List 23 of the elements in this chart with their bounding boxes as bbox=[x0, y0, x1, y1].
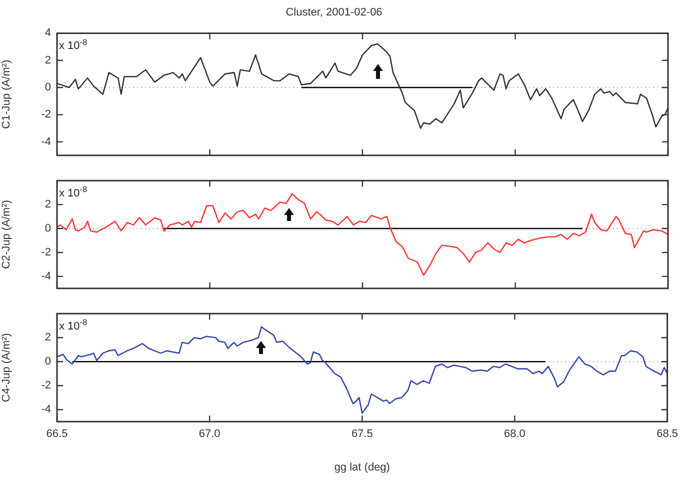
y-tick-label: 0 bbox=[44, 356, 51, 368]
y-tick-label: -2 bbox=[41, 108, 51, 121]
x-tick-label: 68.5 bbox=[656, 428, 678, 440]
y-tick-label: 2 bbox=[44, 198, 51, 211]
y-tick-label: -4 bbox=[41, 404, 51, 416]
y-tick-label: -4 bbox=[41, 136, 51, 148]
x-tick-label: 68.0 bbox=[504, 428, 526, 440]
x-tick-label: 67.5 bbox=[351, 428, 373, 440]
y-tick-label: 4 bbox=[44, 27, 51, 40]
y-axis-title: C4-Jup (A/m²) bbox=[0, 333, 13, 402]
y-tick-label: 0 bbox=[44, 222, 51, 235]
y-axis-title: C2-Jup (A/m²) bbox=[0, 200, 13, 270]
y-tick-label: -4 bbox=[41, 270, 51, 282]
y-tick-label: 0 bbox=[44, 82, 51, 94]
y-tick-label: -2 bbox=[41, 380, 51, 392]
y-axis-title: C1-Jup (A/m²) bbox=[0, 60, 13, 129]
y-tick-label: 2 bbox=[44, 54, 51, 66]
x-tick-label: 67.0 bbox=[198, 428, 220, 440]
y-tick-label: -2 bbox=[41, 246, 51, 258]
x-axis-title: gg lat (deg) bbox=[334, 461, 390, 474]
chart-title: Cluster, 2001-02-06 bbox=[286, 6, 382, 19]
x-tick-label: 66.5 bbox=[46, 428, 68, 440]
y-tick-label: 2 bbox=[44, 332, 51, 344]
